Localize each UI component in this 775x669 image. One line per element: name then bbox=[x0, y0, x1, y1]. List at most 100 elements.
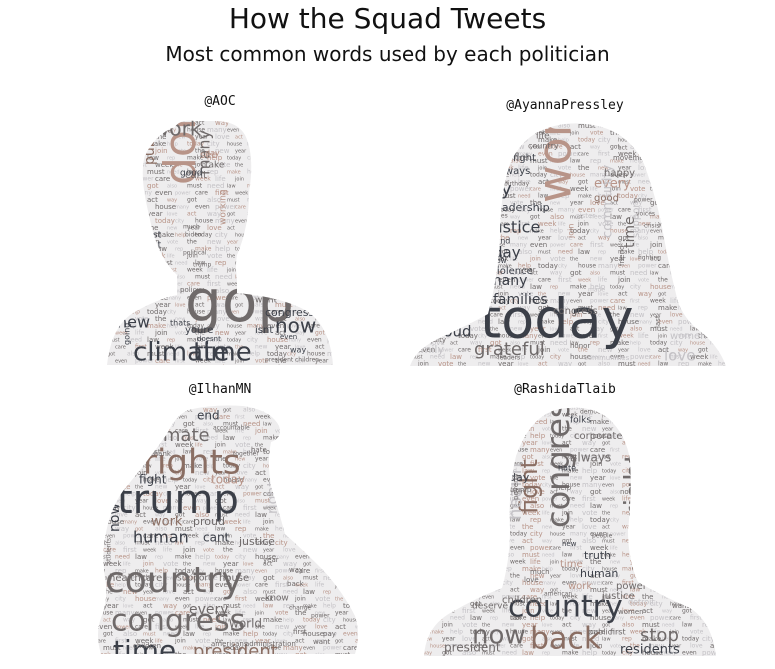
background-word: today bbox=[610, 285, 624, 291]
background-word: got bbox=[263, 574, 275, 582]
background-word: week bbox=[187, 267, 203, 274]
background-word: join bbox=[194, 344, 206, 351]
cloud-word: policy bbox=[180, 286, 201, 294]
background-word: rep bbox=[558, 192, 570, 200]
background-word: power bbox=[702, 467, 720, 475]
background-word: many bbox=[490, 546, 504, 552]
background-word: week bbox=[578, 278, 591, 284]
background-word: rep bbox=[243, 617, 253, 624]
background-word: care bbox=[618, 207, 631, 214]
background-word: life bbox=[175, 345, 183, 351]
background-word: new bbox=[662, 413, 672, 419]
background-word: join bbox=[417, 361, 429, 368]
background-word: got bbox=[295, 470, 305, 477]
background-word: care bbox=[115, 163, 126, 169]
background-word: rep bbox=[203, 632, 211, 638]
background-word: year bbox=[458, 305, 472, 312]
background-word: join bbox=[294, 596, 306, 603]
background-word: law bbox=[215, 526, 225, 533]
background-word: week bbox=[175, 625, 188, 631]
background-word: even bbox=[698, 194, 710, 200]
background-word: must bbox=[450, 227, 468, 235]
background-word: today bbox=[155, 217, 175, 225]
background-word: even bbox=[147, 280, 164, 288]
background-word: law bbox=[95, 568, 105, 575]
background-word: need bbox=[195, 527, 208, 533]
background-word: join bbox=[186, 253, 198, 260]
background-word: way bbox=[215, 119, 229, 127]
background-word: the bbox=[267, 266, 279, 274]
background-word: make bbox=[658, 124, 672, 130]
background-word: got bbox=[590, 488, 602, 496]
panel-label-rashida: @RashidaTlaib bbox=[514, 382, 616, 397]
background-word: the bbox=[430, 588, 438, 594]
background-word: rep bbox=[167, 338, 175, 344]
background-word: power bbox=[295, 233, 311, 239]
cloud-word: lives bbox=[494, 213, 508, 220]
background-word: week bbox=[618, 150, 637, 158]
cloud-word: crisis bbox=[644, 223, 659, 230]
cloud-word: folks bbox=[570, 416, 591, 426]
background-word: need bbox=[283, 408, 296, 414]
cloud-word: see bbox=[200, 150, 218, 161]
background-word: vote bbox=[470, 145, 481, 151]
background-word: many bbox=[662, 469, 676, 475]
background-word: law bbox=[690, 326, 700, 333]
background-word: join bbox=[134, 469, 148, 477]
background-word: even bbox=[510, 545, 525, 552]
background-word: also bbox=[622, 622, 634, 629]
background-word: today bbox=[630, 601, 648, 608]
background-word: law bbox=[195, 260, 205, 267]
background-word: week bbox=[710, 614, 720, 622]
background-word: help bbox=[670, 213, 686, 221]
background-word: new bbox=[315, 427, 330, 435]
background-word: act bbox=[690, 311, 701, 319]
background-word: got bbox=[103, 631, 113, 638]
background-word: rep bbox=[470, 355, 478, 361]
background-word: rep bbox=[175, 247, 183, 253]
background-word: need bbox=[323, 574, 341, 582]
background-word: rep bbox=[163, 644, 175, 652]
cloud-word: going bbox=[123, 323, 132, 345]
cloud-word: white bbox=[150, 126, 172, 135]
background-word: rep bbox=[678, 180, 686, 186]
background-word: act bbox=[143, 603, 153, 610]
background-word: act bbox=[682, 510, 692, 517]
background-word: help bbox=[355, 499, 366, 505]
background-word: make bbox=[578, 194, 592, 200]
background-word: new bbox=[438, 123, 450, 130]
background-word: act bbox=[642, 607, 653, 615]
cloud-word: birthday bbox=[504, 181, 530, 188]
background-word: life bbox=[287, 296, 295, 302]
background-word: got bbox=[103, 450, 111, 456]
background-word: life bbox=[155, 455, 166, 463]
background-word: act bbox=[642, 425, 653, 433]
cloud-word: work bbox=[528, 118, 582, 203]
background-word: even bbox=[590, 530, 607, 538]
background-word: new bbox=[323, 519, 335, 526]
background-word: power bbox=[558, 333, 577, 340]
background-word: week bbox=[630, 629, 646, 636]
background-word: care bbox=[343, 463, 356, 470]
background-word: year bbox=[227, 240, 239, 246]
background-word: power bbox=[490, 644, 506, 650]
cloud-word: now bbox=[492, 257, 507, 265]
background-word: help bbox=[135, 218, 148, 225]
cloud-word: day bbox=[205, 149, 220, 158]
background-word: city bbox=[283, 450, 292, 456]
background-word: vote bbox=[195, 456, 209, 463]
background-word: power bbox=[690, 517, 709, 524]
background-word: way bbox=[422, 469, 432, 475]
cloud-word: leadership bbox=[492, 201, 550, 214]
background-word: make bbox=[215, 539, 234, 547]
background-word: way bbox=[598, 235, 611, 242]
background-word: make bbox=[227, 170, 241, 176]
background-word: help bbox=[430, 243, 441, 249]
background-word: act bbox=[550, 490, 558, 496]
background-word: city bbox=[115, 596, 126, 603]
background-word: vote bbox=[430, 270, 444, 277]
background-word: power bbox=[662, 567, 678, 573]
background-word: make bbox=[107, 128, 121, 134]
background-word: help bbox=[203, 464, 214, 470]
background-word: also bbox=[123, 449, 135, 456]
